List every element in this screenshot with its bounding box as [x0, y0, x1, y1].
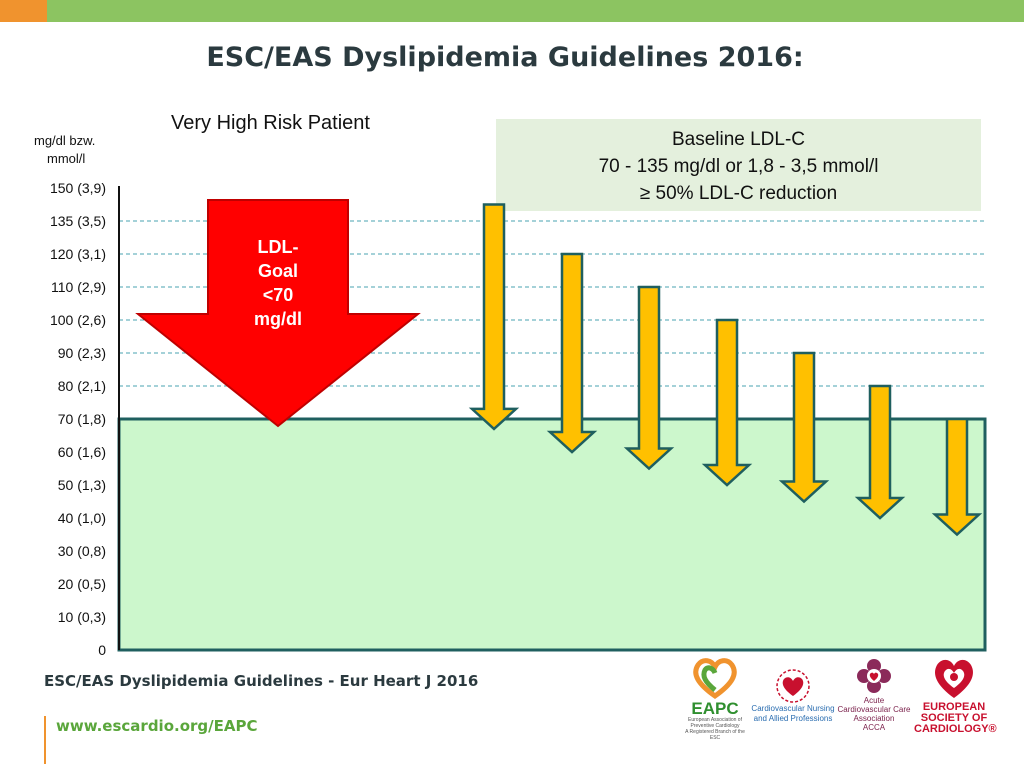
reduction-arrow-4 — [701, 318, 753, 487]
reduction-arrow-3 — [623, 285, 675, 471]
esc-name: EUROPEAN SOCIETY OF CARDIOLOGY® — [914, 701, 997, 735]
y-tick-label: 135 (3,5) — [50, 213, 106, 229]
reduction-arrow-5 — [778, 351, 830, 504]
footer-reference: ESC/EAS Dyslipidemia Guidelines - Eur He… — [44, 672, 479, 690]
eapc-branch: A Registered Branch of the ESC — [685, 729, 745, 741]
top-bar — [0, 0, 1024, 22]
esc-heart-icon — [935, 659, 973, 698]
y-tick-label: 150 (3,9) — [50, 180, 106, 196]
goal-arrow-label: LDL- — [258, 237, 299, 257]
y-tick-label: 0 — [98, 642, 106, 658]
y-tick-label: 50 (1,3) — [58, 477, 106, 493]
eapc-subtitle: European Association of Preventive Cardi… — [688, 717, 742, 729]
goal-arrow-label: mg/dl — [254, 309, 302, 329]
baseline-line3: ≥ 50% LDL-C reduction — [639, 183, 838, 204]
cnap-heart-icon — [776, 669, 810, 703]
y-tick-label: 90 (2,3) — [58, 345, 106, 361]
footer-divider — [44, 716, 46, 764]
top-bar-accent — [0, 0, 47, 22]
baseline-info-box: Baseline LDL-C 70 - 135 mg/dl or 1,8 - 3… — [496, 119, 981, 211]
chart-subtitle: Very High Risk Patient — [171, 112, 370, 134]
y-tick-label: 10 (0,3) — [58, 609, 106, 625]
reduction-arrow-6 — [854, 384, 906, 520]
y-tick-label: 30 (0,8) — [58, 543, 106, 559]
eapc-logo: EAPC European Association of Preventive … — [680, 656, 750, 741]
goal-arrow-label: <70 — [263, 285, 294, 305]
y-tick-label: 120 (3,1) — [50, 246, 106, 262]
baseline-line1: Baseline LDL-C — [671, 129, 806, 150]
y-axis-unit-line1: mg/dl bzw. — [34, 133, 96, 148]
y-tick-label: 100 (2,6) — [50, 312, 106, 328]
goal-arrow-label: Goal — [258, 261, 298, 281]
y-tick-label: 110 (2,9) — [51, 279, 106, 295]
y-tick-label: 80 (2,1) — [58, 378, 106, 394]
reduction-arrow-7 — [931, 417, 983, 537]
acca-abbr: ACCA — [862, 723, 886, 732]
acca-logo: Acute Cardiovascular Care Association AC… — [836, 656, 912, 732]
slide-title: ESC/EAS Dyslipidemia Guidelines 2016: — [206, 42, 804, 73]
cnap-name: Cardiovascular Nursing and Allied Profes… — [751, 704, 835, 723]
y-axis-unit-line2: mmol/l — [47, 151, 86, 166]
acca-name: Acute Cardiovascular Care Association — [837, 696, 911, 723]
goal-arrow — [135, 199, 421, 428]
cnap-logo: Cardiovascular Nursing and Allied Profes… — [748, 664, 838, 724]
reduction-arrow-1 — [468, 203, 520, 431]
y-tick-label: 60 (1,6) — [58, 444, 106, 460]
goal-zone — [117, 417, 987, 652]
y-tick-label: 20 (0,5) — [58, 576, 106, 592]
footer-url[interactable]: www.escardio.org/EAPC — [56, 717, 258, 735]
y-tick-label: 40 (1,0) — [58, 510, 106, 526]
baseline-line2: 70 - 135 mg/dl or 1,8 - 3,5 mmol/l — [598, 156, 879, 177]
acca-flower-icon — [857, 659, 891, 693]
eapc-name: EAPC — [691, 699, 739, 718]
esc-logo: EUROPEAN SOCIETY OF CARDIOLOGY® — [914, 654, 997, 735]
y-tick-label: 70 (1,8) — [58, 411, 106, 427]
eapc-heart-icon — [693, 658, 737, 700]
reduction-arrow-2 — [546, 252, 598, 454]
